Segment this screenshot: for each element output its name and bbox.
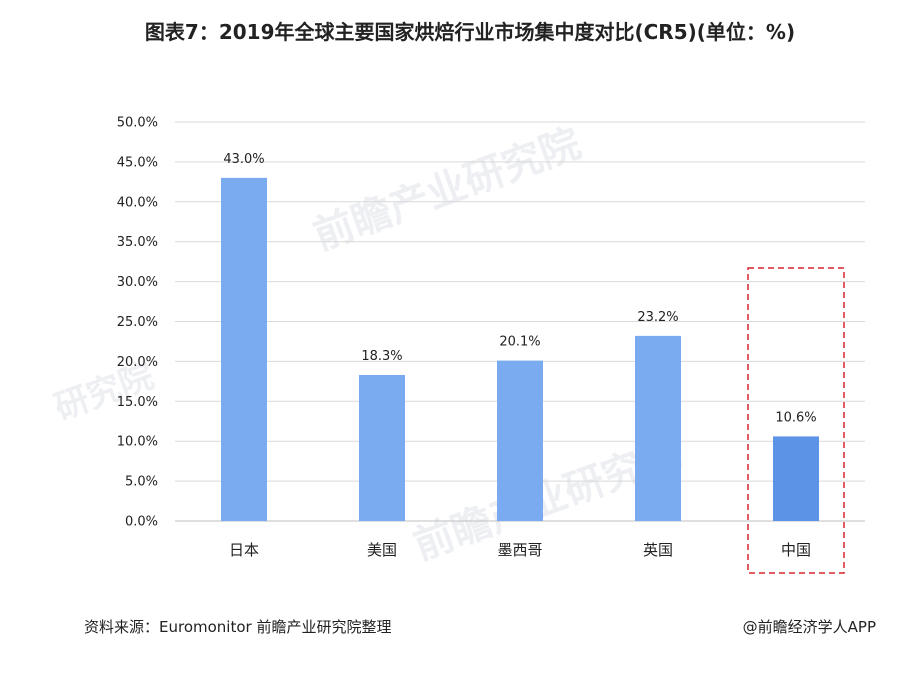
y-tick-label: 10.0% — [117, 435, 158, 450]
data-label: 10.6% — [775, 410, 816, 425]
y-tick-label: 35.0% — [117, 235, 158, 250]
bar — [359, 374, 405, 521]
bars — [221, 177, 819, 522]
y-tick-label: 15.0% — [117, 395, 158, 410]
data-label: 43.0% — [223, 152, 264, 167]
y-tick-label: 20.0% — [117, 355, 158, 370]
y-tick-label: 5.0% — [125, 475, 158, 490]
chart-title: 图表7：2019年全球主要国家烘焙行业市场集中度对比(CR5)(单位：%) — [144, 20, 796, 44]
x-category-label: 英国 — [643, 541, 673, 559]
x-category-label: 墨西哥 — [497, 541, 542, 559]
bar — [635, 335, 681, 521]
data-label: 18.3% — [361, 349, 402, 364]
x-category-label: 中国 — [781, 541, 811, 559]
bar — [221, 177, 267, 522]
bar — [773, 436, 819, 521]
y-tick-label: 50.0% — [117, 116, 158, 131]
y-tick-label: 45.0% — [117, 155, 158, 170]
data-labels: 43.0% 18.3% 20.1% 23.2% 10.6% — [223, 152, 816, 426]
x-category-label: 美国 — [367, 541, 397, 559]
x-axis-categories: 日本 美国 墨西哥 英国 中国 — [229, 541, 811, 559]
data-label: 23.2% — [637, 310, 678, 325]
source-note: 资料来源：Euromonitor 前瞻产业研究院整理 — [84, 618, 392, 636]
x-category-label: 日本 — [229, 541, 259, 559]
credit-note: @前瞻经济学人APP — [742, 618, 876, 636]
y-tick-label: 30.0% — [117, 275, 158, 290]
data-label: 20.1% — [499, 335, 540, 350]
y-tick-label: 25.0% — [117, 315, 158, 330]
y-tick-label: 40.0% — [117, 195, 158, 210]
bar — [497, 360, 543, 521]
y-axis-ticks: 0.0% 5.0% 10.0% 15.0% 20.0% 25.0% 30.0% 35.0% 40… — [117, 116, 158, 530]
y-tick-label: 0.0% — [125, 515, 158, 530]
watermark: 前瞻产业研究院 — [308, 120, 587, 259]
